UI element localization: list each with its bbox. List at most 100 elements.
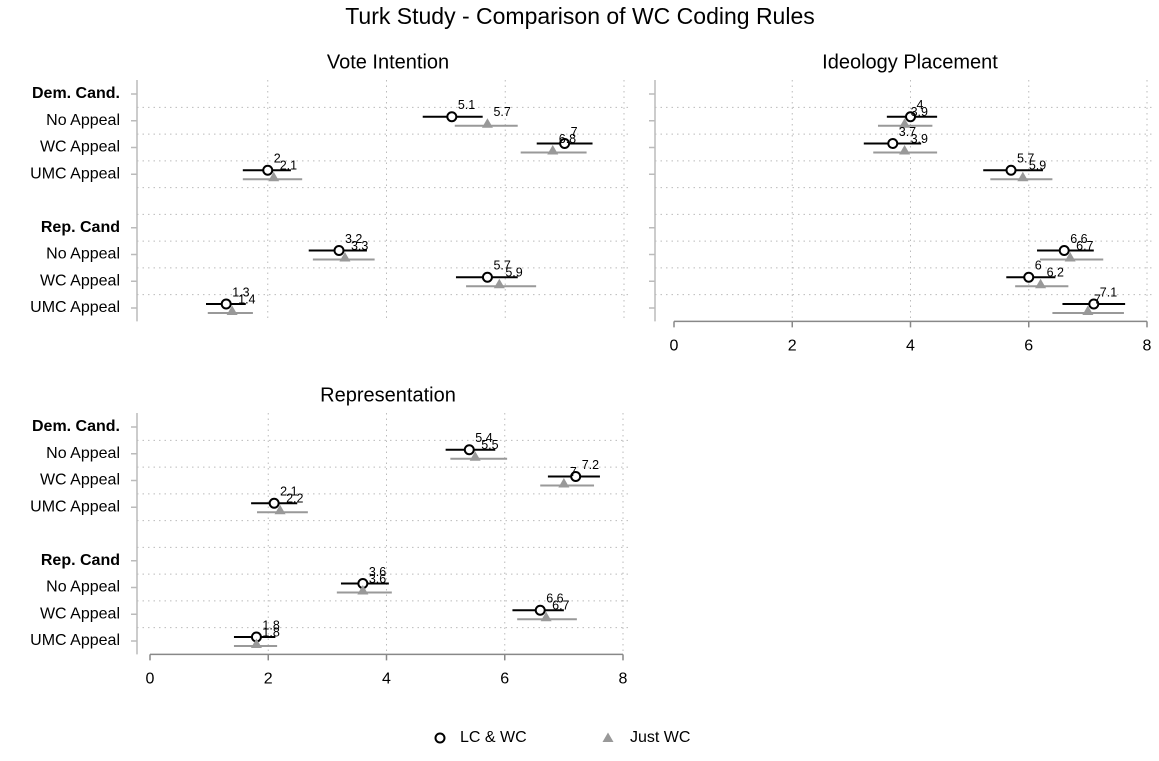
value-label: 5.1 bbox=[458, 98, 475, 112]
value-label: 3.9 bbox=[911, 132, 928, 146]
value-label: 6.7 bbox=[552, 599, 569, 613]
chart-title: Turk Study - Comparison of WC Coding Rul… bbox=[345, 3, 815, 29]
row-label: No Appeal bbox=[46, 112, 120, 129]
value-label: 6.6 bbox=[1070, 232, 1087, 246]
value-label: 3.7 bbox=[899, 125, 916, 139]
row-label: No Appeal bbox=[46, 445, 120, 462]
triangle-marker bbox=[547, 145, 559, 155]
circle-marker bbox=[1088, 298, 1100, 310]
row-label: WC Appeal bbox=[40, 272, 120, 289]
triangle-marker bbox=[493, 278, 505, 289]
triangle-marker bbox=[268, 171, 280, 182]
value-label: 3.6 bbox=[369, 572, 386, 586]
circle-marker bbox=[446, 111, 458, 123]
value-label: 6 bbox=[1035, 259, 1042, 273]
value-label: 6.7 bbox=[1076, 239, 1093, 253]
panel-title: Representation bbox=[320, 384, 456, 406]
circle-marker bbox=[887, 138, 899, 149]
legend-label: LC & WC bbox=[460, 729, 527, 746]
value-label: 3.3 bbox=[351, 239, 368, 253]
triangle-marker bbox=[558, 478, 570, 488]
legend-label: Just WC bbox=[630, 729, 690, 746]
x-tick-label: 8 bbox=[1143, 338, 1152, 355]
row-label: No Appeal bbox=[46, 579, 120, 596]
triangle-marker bbox=[1035, 278, 1047, 289]
value-label: 5.5 bbox=[481, 438, 498, 452]
row-label: WC Appeal bbox=[40, 472, 120, 489]
circle-marker bbox=[268, 497, 280, 509]
value-label: 2.2 bbox=[286, 492, 303, 506]
triangle-marker bbox=[481, 118, 493, 128]
circle-marker bbox=[534, 604, 546, 616]
triangle-marker bbox=[469, 451, 481, 461]
circle-marker bbox=[481, 271, 493, 283]
circle-marker bbox=[1058, 245, 1070, 256]
circle-marker bbox=[463, 444, 475, 456]
triangle-marker bbox=[899, 145, 911, 155]
value-label: 5.9 bbox=[1029, 159, 1046, 173]
value-label: 2 bbox=[274, 152, 281, 166]
triangle-marker bbox=[1082, 305, 1094, 315]
value-label: 4 bbox=[917, 98, 924, 112]
row-label: WC Appeal bbox=[40, 139, 120, 156]
x-tick-label: 2 bbox=[264, 671, 273, 688]
circle-marker bbox=[1023, 271, 1035, 283]
value-label: 2.1 bbox=[280, 485, 297, 499]
circle-marker bbox=[570, 471, 582, 482]
value-label: 7 bbox=[571, 125, 578, 139]
value-label: 5.7 bbox=[493, 259, 510, 273]
x-tick-label: 6 bbox=[500, 671, 509, 688]
value-label: 1.8 bbox=[262, 618, 279, 632]
legend-marker bbox=[602, 732, 614, 742]
value-label: 7 bbox=[570, 465, 577, 479]
circle-marker bbox=[559, 138, 571, 149]
value-label: 6.6 bbox=[546, 592, 563, 606]
triangle-marker bbox=[226, 305, 238, 315]
triangle-marker bbox=[357, 585, 369, 595]
circle-marker bbox=[905, 111, 916, 123]
row-label: UMC Appeal bbox=[30, 498, 120, 515]
triangle-marker bbox=[1017, 171, 1029, 182]
value-label: 5.7 bbox=[493, 105, 510, 119]
value-label: 3.6 bbox=[369, 565, 386, 579]
row-label: UMC Appeal bbox=[30, 299, 120, 316]
value-label: 6.2 bbox=[1047, 266, 1064, 280]
triangle-marker bbox=[540, 611, 552, 622]
x-tick-label: 0 bbox=[146, 671, 155, 688]
row-label: UMC Appeal bbox=[30, 165, 120, 182]
group-label: Rep. Cand bbox=[41, 552, 120, 569]
x-tick-label: 2 bbox=[788, 338, 797, 355]
x-tick-label: 4 bbox=[382, 671, 391, 688]
row-label: WC Appeal bbox=[40, 605, 120, 622]
triangle-marker bbox=[274, 504, 286, 515]
value-label: 1.4 bbox=[238, 292, 255, 306]
value-label: 3.2 bbox=[345, 232, 362, 246]
panel-title: Ideology Placement bbox=[822, 51, 998, 73]
x-tick-label: 0 bbox=[670, 338, 679, 355]
triangle-marker bbox=[899, 118, 911, 128]
panel-title: Vote Intention bbox=[327, 51, 449, 73]
value-label: 7.2 bbox=[582, 458, 599, 472]
value-label: 5.7 bbox=[1017, 152, 1034, 166]
row-label: UMC Appeal bbox=[30, 632, 120, 649]
value-label: 2.1 bbox=[280, 159, 297, 173]
value-label: 1.8 bbox=[262, 625, 279, 639]
group-label: Dem. Cand. bbox=[32, 85, 120, 102]
triangle-marker bbox=[1064, 252, 1076, 262]
group-label: Rep. Cand bbox=[41, 219, 120, 236]
x-tick-label: 4 bbox=[906, 338, 915, 355]
row-label: No Appeal bbox=[46, 246, 120, 263]
circle-marker bbox=[1005, 164, 1017, 176]
value-label: 6.8 bbox=[559, 132, 576, 146]
value-label: 7.1 bbox=[1100, 285, 1117, 299]
value-label: 1.3 bbox=[232, 285, 249, 299]
circle-marker bbox=[220, 298, 232, 310]
x-tick-label: 8 bbox=[619, 671, 628, 688]
group-label: Dem. Cand. bbox=[32, 418, 120, 435]
value-label: 3.9 bbox=[911, 105, 928, 119]
legend-marker bbox=[434, 732, 446, 744]
x-tick-label: 6 bbox=[1024, 338, 1033, 355]
circle-marker bbox=[262, 164, 274, 176]
